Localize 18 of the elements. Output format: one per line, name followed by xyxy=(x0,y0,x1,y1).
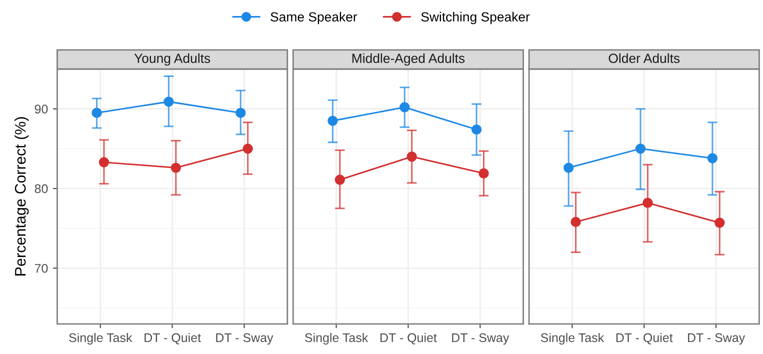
x-tick-label: DT - Sway xyxy=(688,333,746,345)
legend-label: Same Speaker xyxy=(270,12,358,24)
y-axis-title: Percentage Correct (%) xyxy=(14,117,29,276)
chart-title: Young Adults xyxy=(134,53,210,66)
x-tick-label: DT - Sway xyxy=(452,333,510,345)
x-tick-label: Single Task xyxy=(69,332,132,345)
y-tick-label: 80 xyxy=(34,184,48,194)
x-tick-label: DT - Quiet xyxy=(380,332,437,344)
x-tick-label: DT - Sway xyxy=(216,333,274,345)
x-tick-label: DT - Quiet xyxy=(144,332,201,344)
y-tick-label: 90 xyxy=(34,104,48,114)
legend-label: Switching Speaker xyxy=(421,12,530,24)
chart-title: Middle-Aged Adults xyxy=(352,53,465,66)
x-tick-label: Single Task xyxy=(305,332,368,345)
x-tick-label: Single Task xyxy=(540,332,604,345)
y-tick-label: 70 xyxy=(34,264,48,273)
x-tick-label: DT - Quiet xyxy=(616,332,673,344)
chart-title: Older Adults xyxy=(608,53,680,64)
